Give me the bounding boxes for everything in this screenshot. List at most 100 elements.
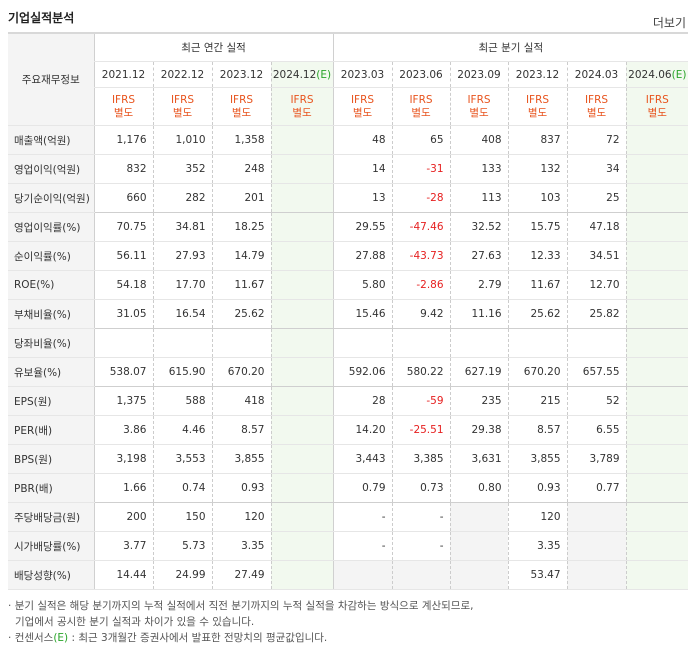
ifrs-label: IFRS 별도: [507, 87, 568, 126]
table-cell: 34.51: [566, 241, 627, 271]
table-cell: 3,553: [152, 444, 212, 474]
ifrs-label: IFRS 별도: [93, 87, 153, 126]
table-cell: 32.52: [449, 212, 509, 242]
table-cell: 14.20: [332, 415, 393, 445]
table-cell: 48: [332, 125, 393, 155]
row-label: 시가배당률(%): [8, 531, 94, 561]
table-cell: [449, 560, 509, 590]
table-cell: 3,385: [391, 444, 451, 474]
table-cell: [93, 328, 153, 358]
period-header: 2023.09: [449, 61, 509, 88]
table-cell: 14.44: [93, 560, 153, 590]
table-cell: [332, 560, 393, 590]
table-cell: 24.99: [152, 560, 212, 590]
table-cell: 120: [507, 502, 568, 532]
table-row: BPS(원) 3,198 3,553 3,855 3,443 3,385 3,631 3,85…: [8, 444, 689, 474]
table-cell: 0.93: [507, 473, 568, 503]
table-cell: [270, 328, 334, 358]
table-cell: 200: [93, 502, 153, 532]
ifrs-label: IFRS 별도: [211, 87, 271, 126]
period-header: 2022.12: [152, 61, 212, 88]
table-cell: 3,631: [449, 444, 509, 474]
table-cell: [566, 560, 627, 590]
table-cell: 6.55: [566, 415, 627, 445]
table-cell: [625, 502, 689, 532]
table-cell: 25.82: [566, 299, 627, 329]
table-cell: 418: [211, 386, 271, 416]
more-link[interactable]: 더보기: [652, 16, 686, 30]
table-cell: [391, 328, 451, 358]
row-label: BPS(원): [8, 444, 94, 474]
table-cell: [449, 328, 509, 358]
table-cell: 53.47: [507, 560, 568, 590]
table-cell: 588: [152, 386, 212, 416]
table-cell: 25.62: [507, 299, 568, 329]
table-cell: 25.62: [211, 299, 271, 329]
table-cell: 0.93: [211, 473, 271, 503]
table-cell: [625, 270, 689, 300]
row-label: 주당배당금(원): [8, 502, 94, 532]
table-cell: [270, 154, 334, 184]
table-cell: [270, 212, 334, 242]
table-cell: 13: [332, 183, 393, 213]
table-cell: [625, 386, 689, 416]
table-cell: 11.67: [507, 270, 568, 300]
table-cell: 150: [152, 502, 212, 532]
row-label: 영업이익(억원): [8, 154, 94, 184]
table-cell: [152, 328, 212, 358]
period-header: 2024.06(E): [625, 61, 689, 88]
table-cell: [625, 444, 689, 474]
table-cell: 27.63: [449, 241, 509, 271]
row-label-header: 주요재무정보: [8, 32, 94, 126]
table-cell: [625, 299, 689, 329]
table-cell: -: [332, 502, 393, 532]
table-cell: 132: [507, 154, 568, 184]
table-cell: 113: [449, 183, 509, 213]
annual-group-header: 최근 연간 실적: [93, 32, 334, 62]
table-cell: [270, 502, 334, 532]
period-header: 2024.12(E): [270, 61, 334, 88]
ifrs-label: IFRS 별도: [391, 87, 451, 126]
row-label: EPS(원): [8, 386, 94, 416]
table-cell: 0.77: [566, 473, 627, 503]
table-cell: [625, 183, 689, 213]
table-cell: [391, 560, 451, 590]
table-cell: 34.81: [152, 212, 212, 242]
period-header: 2021.12: [93, 61, 153, 88]
ifrs-label: IFRS 별도: [152, 87, 212, 126]
period-header: 2024.03: [566, 61, 627, 88]
row-label: 당좌비율(%): [8, 328, 94, 358]
table-cell: [270, 241, 334, 271]
table-cell: -28: [391, 183, 451, 213]
table-cell: -59: [391, 386, 451, 416]
table-cell: 3,789: [566, 444, 627, 474]
row-label: 영업이익률(%): [8, 212, 94, 242]
table-cell: 12.33: [507, 241, 568, 271]
row-label: ROE(%): [8, 270, 94, 300]
row-label: 매출액(억원): [8, 125, 94, 155]
table-cell: 29.38: [449, 415, 509, 445]
table-cell: [270, 415, 334, 445]
table-cell: [625, 473, 689, 503]
table-cell: [625, 212, 689, 242]
table-cell: [625, 241, 689, 271]
table-cell: 34: [566, 154, 627, 184]
quarter-group-header: 최근 분기 실적: [332, 32, 689, 62]
table-cell: 627.19: [449, 357, 509, 387]
table-cell: -: [391, 531, 451, 561]
table-cell: 1,176: [93, 125, 153, 155]
table-cell: [332, 328, 393, 358]
table-row: 영업이익(억원) 832 352 248 14 -31 133 132 34: [8, 154, 689, 184]
table-cell: [566, 531, 627, 561]
period-header: 2023.12: [507, 61, 568, 88]
table-cell: 52: [566, 386, 627, 416]
table-cell: 27.93: [152, 241, 212, 271]
table-cell: -43.73: [391, 241, 451, 271]
table-cell: 1,010: [152, 125, 212, 155]
table-cell: -: [332, 531, 393, 561]
table-cell: [566, 328, 627, 358]
table-cell: 3,855: [211, 444, 271, 474]
table-cell: 120: [211, 502, 271, 532]
table-row: 매출액(억원) 1,176 1,010 1,358 48 65 408 837 72: [8, 125, 689, 155]
table-cell: 70.75: [93, 212, 153, 242]
